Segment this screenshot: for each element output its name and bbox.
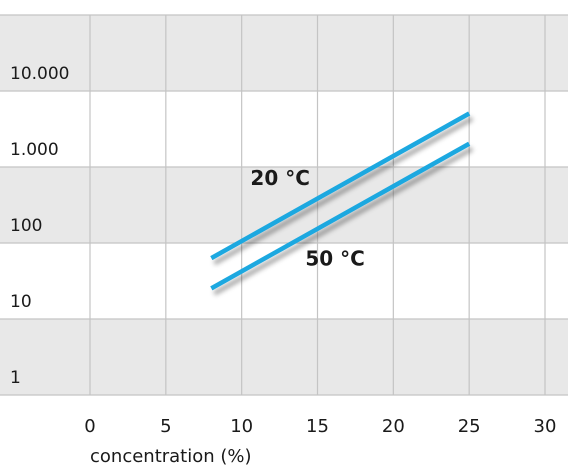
x-tick-labels: 0 5 10 15 20 25 30 (84, 416, 556, 437)
series-label-2: 50 °C (305, 247, 364, 271)
y-tick-labels: 1 10 100 1.000 10.000 (10, 64, 69, 388)
series-line-2 (210, 141, 471, 291)
x-tick-label: 5 (160, 416, 171, 437)
y-tick-label: 100 (10, 216, 42, 236)
y-tick-label: 10.000 (10, 64, 69, 84)
y-tick-label: 1 (10, 368, 21, 388)
series-labels: 20 °C 50 °C (250, 166, 364, 271)
y-tick-label: 1.000 (10, 140, 59, 160)
series-label-1: 20 °C (250, 166, 309, 190)
series-group (210, 111, 471, 291)
x-tick-label: 10 (230, 416, 253, 437)
background-band (0, 243, 568, 319)
x-tick-label: 15 (306, 416, 329, 437)
x-tick-label: 25 (458, 416, 481, 437)
background-band (0, 167, 568, 243)
x-tick-label: 20 (382, 416, 405, 437)
background-band (0, 319, 568, 395)
x-tick-label: 30 (534, 416, 557, 437)
x-tick-label: 0 (84, 416, 95, 437)
series-line-1 (210, 111, 471, 261)
y-tick-label: 10 (10, 292, 32, 312)
background-bands (0, 15, 568, 395)
x-axis-title: concentration (%) (90, 446, 252, 467)
grid-lines (0, 14, 568, 396)
background-band (0, 91, 568, 167)
background-band (0, 15, 568, 91)
